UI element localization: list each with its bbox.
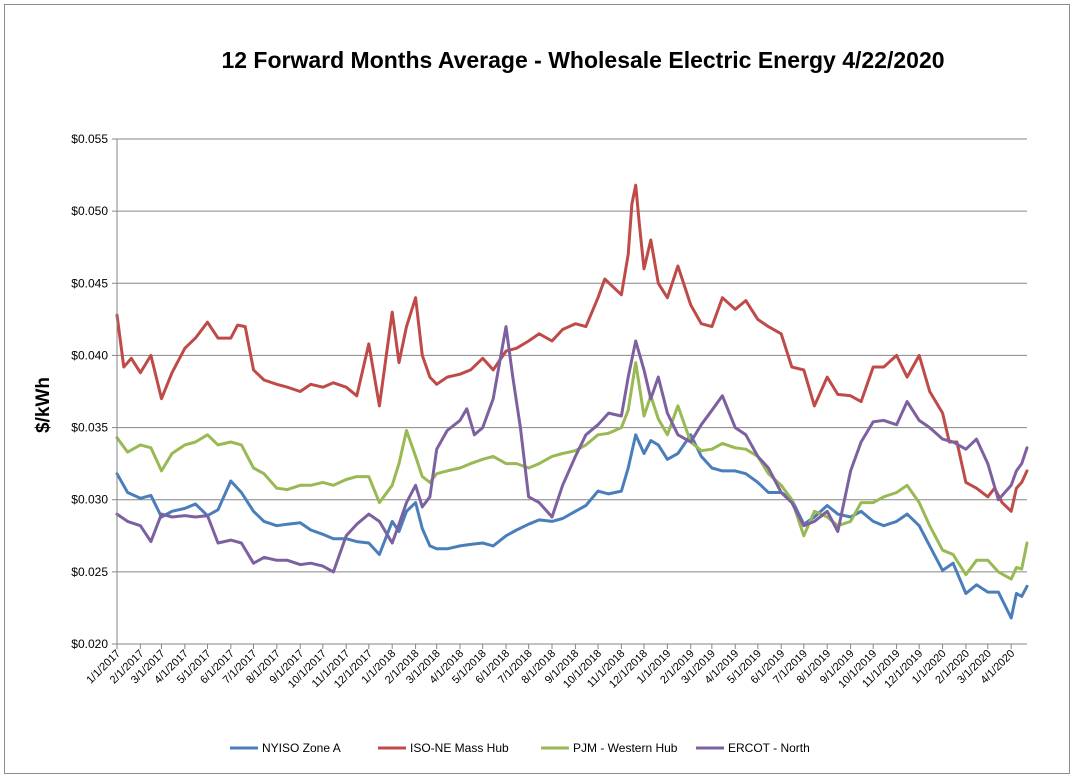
y-tick-label: $0.020 <box>71 637 108 651</box>
legend-entry: ERCOT - North <box>696 741 810 755</box>
y-tick-label: $0.045 <box>71 276 108 290</box>
gridlines <box>117 138 1027 573</box>
legend-entry: NYISO Zone A <box>230 741 341 755</box>
line-chart: 12 Forward Months Average - Wholesale El… <box>33 47 1029 755</box>
y-tick-label: $0.055 <box>71 132 108 146</box>
series-line-0 <box>115 433 1029 620</box>
chart-title: 12 Forward Months Average - Wholesale El… <box>221 47 944 73</box>
legend-label: ISO-NE Mass Hub <box>410 741 509 755</box>
legend-entry: ISO-NE Mass Hub <box>378 741 509 755</box>
y-tick-label: $0.035 <box>71 421 108 435</box>
legend-label: ERCOT - North <box>728 741 810 755</box>
x-axis-ticks: 1/1/20172/1/20173/1/20174/1/20175/1/2017… <box>84 644 1017 691</box>
y-tick-label: $0.025 <box>71 565 108 579</box>
y-tick-label: $0.050 <box>71 204 108 218</box>
y-axis-ticks: $0.020 $0.025 $0.030 $0.035 $0.040 $0.045 $0.0… <box>71 132 117 651</box>
legend-label: NYISO Zone A <box>262 741 341 755</box>
series-line-2 <box>115 361 1029 581</box>
axes <box>116 139 1027 645</box>
series-lines <box>115 183 1029 620</box>
y-tick-label: $0.030 <box>71 493 108 507</box>
legend-entry: PJM - Western Hub <box>541 741 678 755</box>
legend: NYISO Zone A ISO-NE Mass Hub PJM - Western… <box>230 741 810 755</box>
y-axis-label: $/kWh <box>33 377 54 433</box>
y-tick-label: $0.040 <box>71 348 108 362</box>
chart-frame: 12 Forward Months Average - Wholesale El… <box>4 4 1070 774</box>
legend-label: PJM - Western Hub <box>573 741 678 755</box>
series-line-3 <box>115 325 1029 574</box>
series-line-1 <box>115 183 1029 513</box>
